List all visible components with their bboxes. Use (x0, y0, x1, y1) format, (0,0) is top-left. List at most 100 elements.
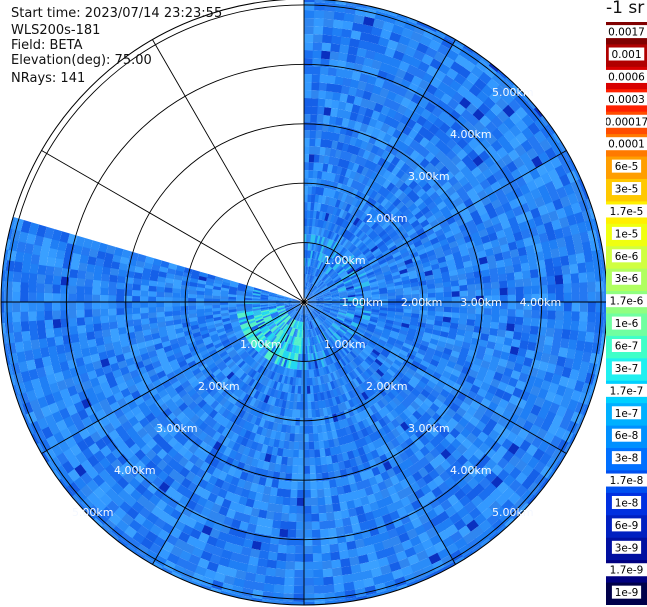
data-cell (353, 413, 362, 423)
data-cell (386, 172, 397, 183)
data-cell (262, 314, 271, 319)
data-cell (307, 353, 311, 362)
data-cell (304, 218, 308, 227)
data-cell (347, 243, 356, 252)
data-cell (353, 285, 363, 290)
data-cell (263, 359, 270, 368)
data-cell (21, 400, 34, 415)
data-cell (255, 516, 266, 527)
data-cell (269, 309, 278, 314)
data-cell (250, 338, 259, 346)
data-cell (558, 375, 570, 389)
data-cell (179, 415, 191, 426)
data-cell (365, 252, 374, 260)
data-cell (192, 427, 204, 438)
data-cell (313, 290, 321, 296)
data-cell (193, 417, 204, 428)
data-cell (332, 215, 339, 225)
data-cell (324, 221, 331, 230)
data-cell (246, 386, 254, 396)
data-cell (267, 404, 275, 414)
data-cell (431, 181, 443, 193)
data-cell (418, 284, 428, 291)
data-cell (206, 396, 216, 407)
data-cell (84, 361, 95, 373)
data-cell (397, 366, 407, 376)
data-cell (409, 561, 423, 574)
data-cell (300, 305, 304, 314)
data-cell (294, 425, 300, 434)
data-cell (332, 262, 339, 270)
data-cell (378, 377, 388, 386)
data-cell (330, 567, 343, 577)
data-cell (310, 285, 316, 293)
data-cell (361, 283, 371, 288)
data-cell (390, 219, 400, 228)
data-cell (261, 358, 268, 367)
data-cell (304, 50, 315, 59)
data-cell (343, 69, 355, 80)
data-cell (260, 308, 269, 312)
data-cell (101, 328, 111, 338)
data-cell (338, 311, 347, 316)
data-cell (57, 477, 68, 489)
data-cell (322, 592, 336, 602)
data-cell (386, 339, 396, 347)
data-cell (180, 379, 191, 389)
data-cell (376, 320, 386, 326)
data-cell (305, 305, 310, 313)
data-cell (585, 261, 595, 274)
data-cell (373, 250, 383, 258)
data-cell (433, 210, 444, 221)
data-cell (153, 422, 165, 434)
data-cell (253, 416, 262, 427)
data-cell (187, 400, 198, 411)
data-cell (266, 342, 274, 351)
data-cell (360, 245, 369, 254)
data-cell (307, 361, 312, 370)
data-cell (315, 297, 324, 300)
data-cell (339, 338, 348, 346)
data-cell (235, 528, 247, 539)
data-cell (436, 393, 447, 404)
data-cell (324, 276, 331, 284)
data-cell (411, 341, 421, 350)
data-cell (505, 234, 516, 245)
data-cell (329, 286, 337, 291)
data-cell (222, 341, 232, 348)
data-cell (519, 254, 529, 265)
data-cell (288, 309, 296, 316)
data-cell (266, 395, 274, 405)
data-cell (326, 431, 334, 440)
data-cell (406, 352, 416, 361)
data-cell (95, 336, 105, 347)
data-cell (368, 257, 377, 265)
data-cell (417, 248, 427, 257)
data-cell (443, 170, 455, 182)
data-cell (356, 164, 365, 175)
data-cell (376, 556, 390, 568)
data-cell (340, 476, 350, 487)
data-cell (220, 353, 230, 361)
data-cell (356, 270, 366, 276)
data-cell (338, 558, 351, 568)
data-cell (294, 417, 300, 426)
data-cell (346, 222, 354, 231)
data-cell (328, 479, 337, 489)
data-cell (503, 517, 515, 529)
data-cell (386, 421, 396, 432)
data-cell (338, 327, 347, 335)
data-cell (399, 326, 409, 333)
data-cell (543, 221, 555, 234)
data-cell (393, 406, 404, 416)
data-cell (530, 317, 540, 328)
data-cell (547, 302, 556, 313)
data-cell (304, 170, 310, 179)
data-cell (304, 178, 309, 187)
data-cell (295, 304, 302, 311)
data-cell (441, 370, 452, 380)
data-cell (342, 276, 351, 282)
data-cell (404, 356, 414, 365)
data-cell (513, 271, 523, 281)
data-cell (377, 418, 387, 428)
